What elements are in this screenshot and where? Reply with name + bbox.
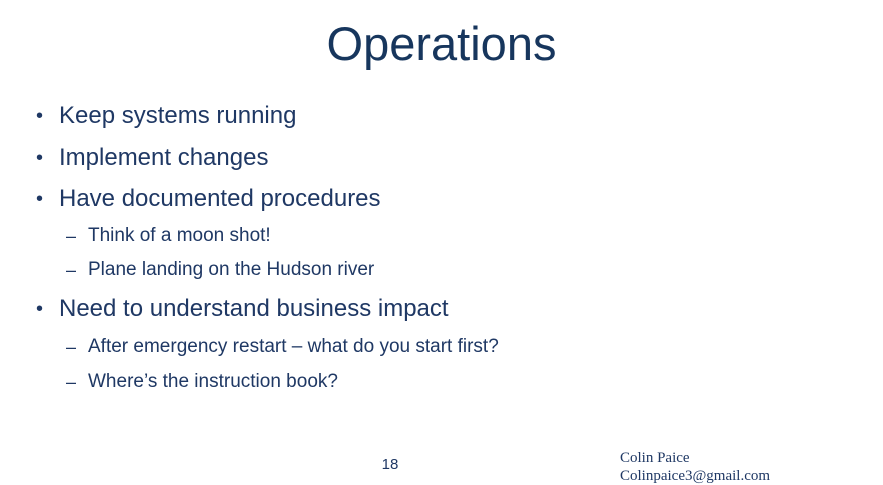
bullet-marker: • [36,298,44,320]
sub-bullet-item: – Plane landing on the Hudson river [66,258,374,282]
bullet-marker: • [36,188,44,210]
bullet-item: • Implement changes [36,143,268,173]
bullet-text: Need to understand business impact [59,295,449,322]
bullet-marker: • [36,105,44,127]
bullet-item: • Keep systems running [36,101,296,131]
sub-bullet-text: Think of a moon shot! [88,225,271,246]
bullet-text: Keep systems running [59,102,297,129]
author-block: Colin Paice Colinpaice3@gmail.com [620,449,770,485]
dash-marker: – [66,226,77,246]
sub-bullet-item: – Think of a moon shot! [66,224,271,248]
dash-marker: – [66,260,77,280]
page-number: 18 [381,456,399,473]
sub-bullet-text: Plane landing on the Hudson river [88,259,375,280]
sub-bullet-text: After emergency restart – what do you st… [88,336,499,357]
bullet-text: Have documented procedures [59,185,381,212]
author-name: Colin Paice [620,450,690,466]
dash-marker: – [66,337,77,357]
bullet-item: • Have documented procedures [36,184,381,214]
sub-bullet-item: – Where’s the instruction book? [66,370,338,394]
sub-bullet-text: Where’s the instruction book? [88,371,338,392]
author-email: Colinpaice3@gmail.com [620,468,771,484]
bullet-text: Implement changes [59,144,269,171]
bullet-marker: • [36,147,44,169]
sub-bullet-item: – After emergency restart – what do you … [66,335,499,359]
slide-title: Operations [326,17,557,70]
bullet-item: • Need to understand business impact [36,294,449,324]
dash-marker: – [66,372,77,392]
